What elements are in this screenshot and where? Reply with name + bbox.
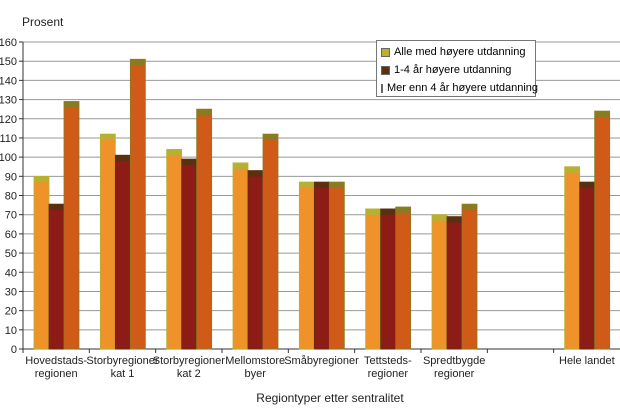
x-tick-label: regioner	[368, 368, 409, 380]
y-tick-label: 150	[0, 56, 17, 68]
bar-cap	[329, 182, 345, 189]
bar-cap	[34, 176, 49, 183]
bar-cap	[49, 204, 64, 211]
y-tick-label: 50	[5, 248, 17, 260]
bar-cap	[181, 159, 197, 166]
bar-cap	[166, 149, 182, 156]
y-tick-label: 130	[0, 95, 17, 107]
bar-cap	[115, 155, 131, 162]
x-tick-label: kat 1	[111, 368, 135, 380]
y-tick-label: 110	[0, 133, 17, 145]
bar	[380, 208, 397, 350]
x-tick-label: Storbyregioner	[86, 355, 158, 367]
bar	[564, 166, 581, 350]
x-tick-label: Storbyregioner	[153, 355, 225, 367]
bar	[446, 216, 463, 350]
bar-cap	[196, 109, 212, 116]
bar-cap	[395, 207, 411, 214]
x-tick-label: Småbyregioner	[284, 355, 359, 367]
x-tick-label: Hovedstads-	[25, 355, 87, 367]
bar-cap	[594, 111, 610, 118]
bar	[99, 133, 116, 350]
x-tick-label: Spredtbygde	[423, 355, 485, 367]
y-tick-label: 10	[5, 325, 17, 337]
bar-cap	[380, 208, 396, 215]
y-tick-label: 70	[5, 210, 17, 222]
bar	[395, 206, 412, 350]
x-tick-label: Hele landet	[559, 355, 615, 367]
bar	[431, 214, 448, 350]
legend-item: Alle med høyere utdanning	[381, 43, 535, 61]
legend-swatch	[381, 47, 390, 57]
bar-cap	[432, 214, 447, 221]
bar	[328, 181, 345, 350]
bar	[129, 58, 146, 350]
bar-cap	[564, 166, 580, 173]
bar	[461, 203, 478, 350]
x-tick-label: byer	[244, 368, 266, 380]
y-tick-label: 160	[0, 37, 17, 49]
y-tick-label: 90	[5, 171, 17, 183]
legend-label: Alle med høyere utdanning	[394, 46, 526, 58]
x-tick-label: regionen	[35, 368, 78, 380]
bar-cap	[447, 216, 462, 223]
y-tick-label: 80	[5, 191, 17, 203]
bar	[48, 203, 65, 350]
bar	[579, 181, 596, 350]
legend-label: 1-4 år høyere utdanning	[394, 64, 512, 76]
bar	[63, 101, 80, 350]
y-tick-label: 20	[5, 306, 17, 318]
bar	[33, 175, 50, 350]
bar-cap	[579, 182, 595, 189]
bar	[247, 170, 264, 350]
legend-swatch	[381, 83, 383, 93]
bar-cap	[365, 208, 381, 215]
bar-cap	[248, 170, 263, 177]
bar-cap	[64, 101, 79, 108]
bar	[196, 108, 213, 350]
bar	[262, 133, 279, 350]
y-axis-label: Prosent	[22, 15, 64, 29]
x-axis-label: Regiontyper etter sentralitet	[256, 391, 404, 405]
legend-item: Mer enn 4 år høyere utdanning	[381, 79, 539, 97]
x-tick-label: Mellomstore	[225, 355, 285, 367]
y-tick-label: 60	[5, 229, 17, 241]
y-tick-label: 30	[5, 286, 17, 298]
y-tick-label: 0	[11, 344, 17, 356]
x-tick-label: regioner	[434, 368, 475, 380]
legend-swatch	[381, 65, 390, 75]
bar	[594, 110, 611, 350]
legend-label: Mer enn 4 år høyere utdanning	[387, 82, 539, 94]
bar-cap	[462, 204, 477, 211]
bar-cap	[314, 182, 330, 189]
y-tick-label: 100	[0, 152, 17, 164]
y-tick-label: 140	[0, 75, 17, 87]
bar	[365, 208, 382, 350]
bar-cap	[100, 134, 116, 141]
bar	[114, 154, 131, 350]
bar-cap	[299, 182, 315, 189]
bar	[166, 149, 183, 350]
legend: Alle med høyere utdanning 1-4 år høyere u…	[376, 40, 539, 97]
x-tick-label: Tettsteds-	[364, 355, 412, 367]
x-tick-label: kat 2	[177, 368, 201, 380]
y-tick-label: 40	[5, 267, 17, 279]
legend-item: 1-4 år høyere utdanning	[381, 61, 535, 79]
bar-cap	[263, 134, 278, 141]
bar	[313, 181, 330, 350]
y-tick-label: 120	[0, 114, 17, 126]
bar	[181, 158, 198, 350]
bar-cap	[130, 59, 146, 66]
bar	[298, 181, 315, 350]
bar	[232, 162, 249, 350]
bar-cap	[233, 162, 248, 169]
